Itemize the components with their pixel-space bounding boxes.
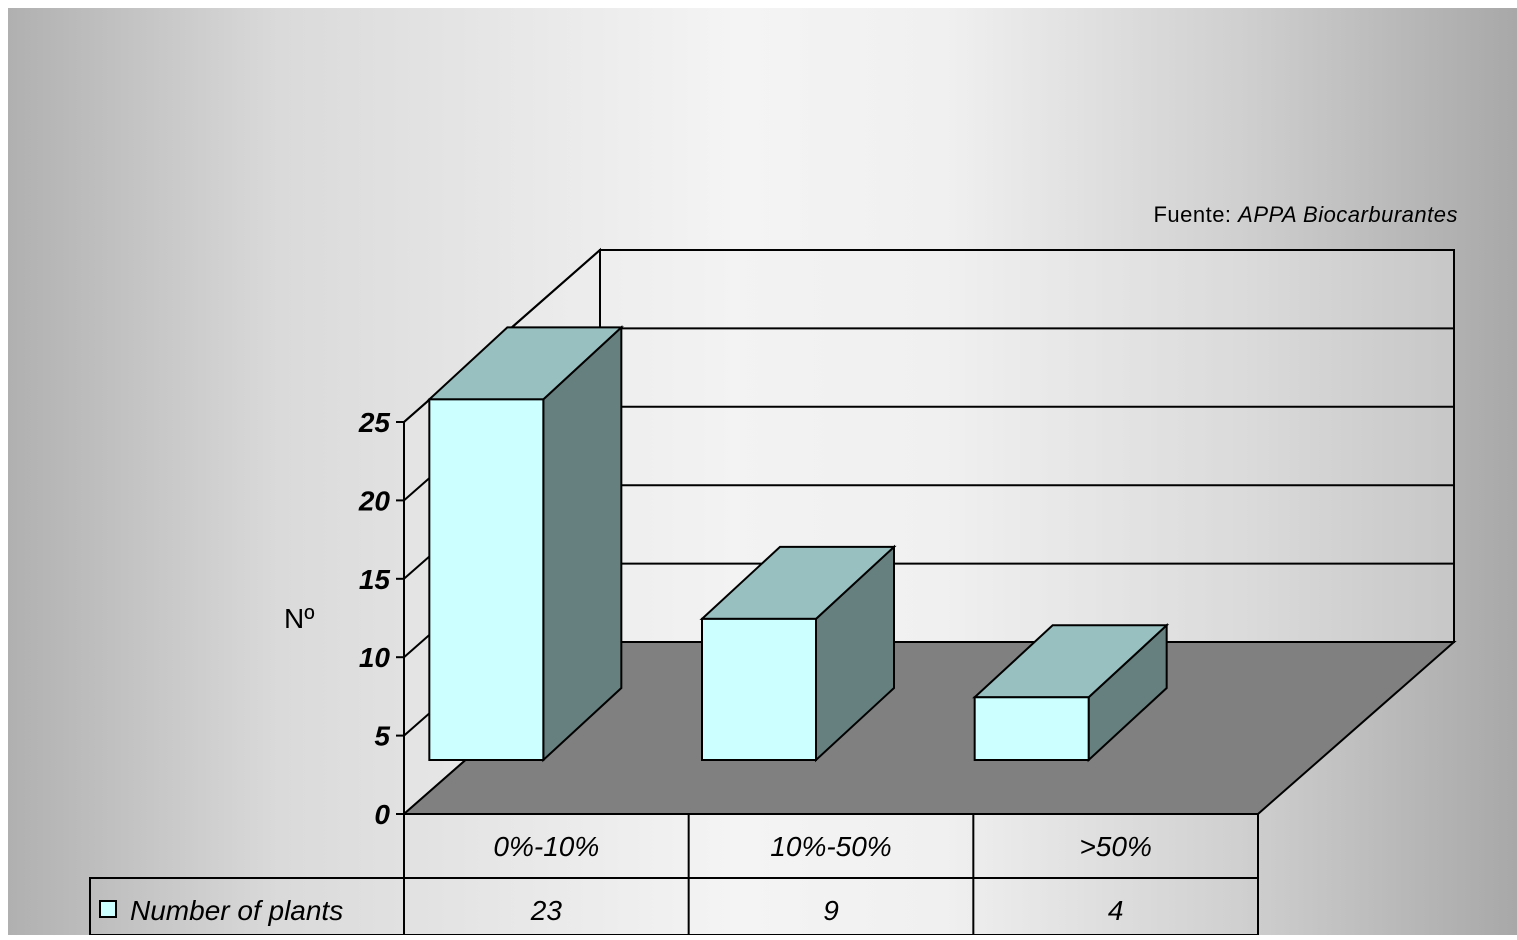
back-wall xyxy=(599,249,1455,643)
bar-front xyxy=(428,398,545,761)
y-tick-label: 20 xyxy=(358,485,391,516)
bar-side xyxy=(542,325,623,763)
source-credit: Fuente: APPA Biocarburantes xyxy=(1153,202,1458,227)
bar xyxy=(972,622,1170,763)
bar xyxy=(699,544,897,763)
bars xyxy=(426,325,1170,763)
data-value-label: 4 xyxy=(1108,895,1124,926)
x-category-label: 10%-50% xyxy=(770,831,891,862)
bar xyxy=(426,325,624,763)
x-category-label: 0%-10% xyxy=(493,831,599,862)
data-table: 0%-10% 10%-50% >50% 23 9 4 Number of plants xyxy=(89,813,1259,936)
chart-frame: 0 5 10 15 20 25 0%-10% 10%-50% >50% 23 9 4 Number o… xyxy=(8,8,1517,936)
y-tick-label: 5 xyxy=(374,721,390,752)
bar-front xyxy=(973,696,1090,762)
data-value-label: 23 xyxy=(530,895,563,926)
y-tick-label: 25 xyxy=(358,407,391,438)
legend-label: Number of plants xyxy=(130,895,343,926)
data-value-label: 9 xyxy=(823,895,839,926)
x-category-label: >50% xyxy=(1079,831,1151,862)
bar-front xyxy=(701,617,817,761)
source-prefix: Fuente: xyxy=(1153,202,1238,227)
source-name: APPA Biocarburantes xyxy=(1236,202,1458,227)
legend-swatch xyxy=(99,900,117,918)
y-axis: 0 5 10 15 20 25 xyxy=(358,407,405,830)
y-tick-label: 0 xyxy=(374,799,390,830)
y-axis-label: Nº xyxy=(284,603,314,634)
y-tick-label: 15 xyxy=(359,564,391,595)
chart-svg: 0 5 10 15 20 25 0%-10% 10%-50% >50% 23 9 4 Number o… xyxy=(89,202,1458,936)
y-tick-label: 10 xyxy=(359,642,391,673)
